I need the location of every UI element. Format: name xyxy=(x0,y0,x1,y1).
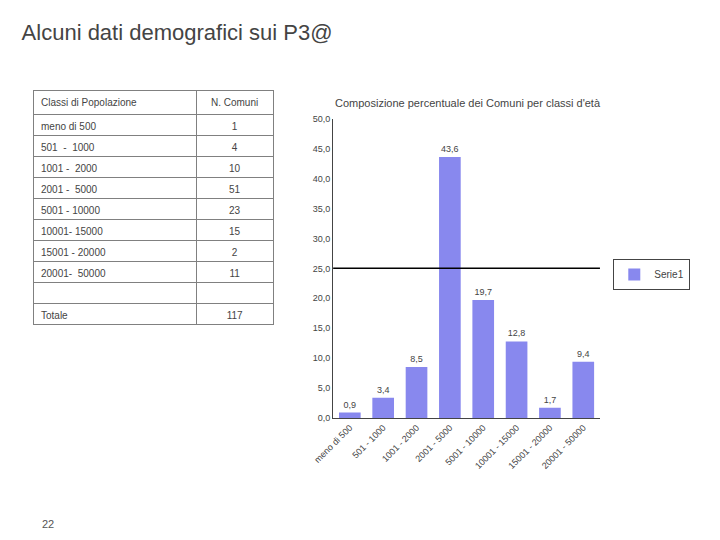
svg-text:20001- 50000: 20001- 50000 xyxy=(41,268,106,279)
svg-text:501 - 1000: 501 - 1000 xyxy=(350,423,388,461)
svg-text:2001 - 5000: 2001 - 5000 xyxy=(413,423,454,464)
svg-text:11: 11 xyxy=(229,268,240,279)
svg-text:15: 15 xyxy=(229,226,241,237)
svg-text:20001 - 50000: 20001 - 50000 xyxy=(540,423,588,471)
svg-text:23: 23 xyxy=(229,205,241,216)
svg-text:1001 - 2000: 1001 - 2000 xyxy=(41,163,98,174)
svg-text:Composizione percentuale dei C: Composizione percentuale dei Comuni per … xyxy=(335,97,601,109)
svg-text:meno di 500: meno di 500 xyxy=(312,423,354,465)
svg-text:43,6: 43,6 xyxy=(441,144,459,154)
svg-text:15001 - 20000: 15001 - 20000 xyxy=(41,247,106,258)
svg-text:2: 2 xyxy=(232,247,238,258)
svg-text:meno di 500: meno di 500 xyxy=(41,121,96,132)
svg-text:51: 51 xyxy=(229,184,241,195)
svg-text:40,0: 40,0 xyxy=(313,174,331,184)
svg-text:12,8: 12,8 xyxy=(508,328,526,338)
svg-text:Alcuni dati demografici sui P3: Alcuni dati demografici sui P3@ xyxy=(22,20,333,45)
svg-text:4: 4 xyxy=(232,142,238,153)
svg-text:1001 - 2000: 1001 - 2000 xyxy=(380,423,421,464)
svg-text:N. Comuni: N. Comuni xyxy=(211,97,258,108)
svg-text:1: 1 xyxy=(232,121,238,132)
svg-text:15,0: 15,0 xyxy=(313,323,331,333)
svg-text:35,0: 35,0 xyxy=(313,204,331,214)
svg-text:8,5: 8,5 xyxy=(410,354,423,364)
svg-text:5,0: 5,0 xyxy=(318,383,331,393)
svg-text:Totale: Totale xyxy=(41,310,68,321)
svg-text:3,4: 3,4 xyxy=(377,385,390,395)
svg-text:22: 22 xyxy=(42,518,54,530)
svg-text:Classi di Popolazione: Classi di Popolazione xyxy=(41,97,137,108)
svg-text:Serie1: Serie1 xyxy=(654,269,683,280)
svg-text:25,0: 25,0 xyxy=(313,264,331,274)
svg-text:0,9: 0,9 xyxy=(344,400,357,410)
svg-text:20,0: 20,0 xyxy=(313,293,331,303)
svg-text:10001 - 15000: 10001 - 15000 xyxy=(473,423,521,471)
svg-text:9,4: 9,4 xyxy=(577,349,590,359)
svg-text:5001 - 10000: 5001 - 10000 xyxy=(443,423,488,468)
svg-text:10: 10 xyxy=(229,163,241,174)
svg-text:30,0: 30,0 xyxy=(313,234,331,244)
svg-text:19,7: 19,7 xyxy=(474,287,492,297)
svg-text:0,0: 0,0 xyxy=(318,413,331,423)
svg-text:501 - 1000: 501 - 1000 xyxy=(41,142,95,153)
svg-text:117: 117 xyxy=(227,310,243,321)
svg-text:2001 - 5000: 2001 - 5000 xyxy=(41,184,98,195)
svg-text:10,0: 10,0 xyxy=(313,353,331,363)
svg-text:10001- 15000: 10001- 15000 xyxy=(41,226,103,237)
svg-text:5001 - 10000: 5001 - 10000 xyxy=(41,205,100,216)
svg-text:50,0: 50,0 xyxy=(313,114,331,124)
svg-text:45,0: 45,0 xyxy=(313,144,331,154)
svg-text:15001 - 20000: 15001 - 20000 xyxy=(506,423,554,471)
svg-text:1,7: 1,7 xyxy=(544,395,557,405)
